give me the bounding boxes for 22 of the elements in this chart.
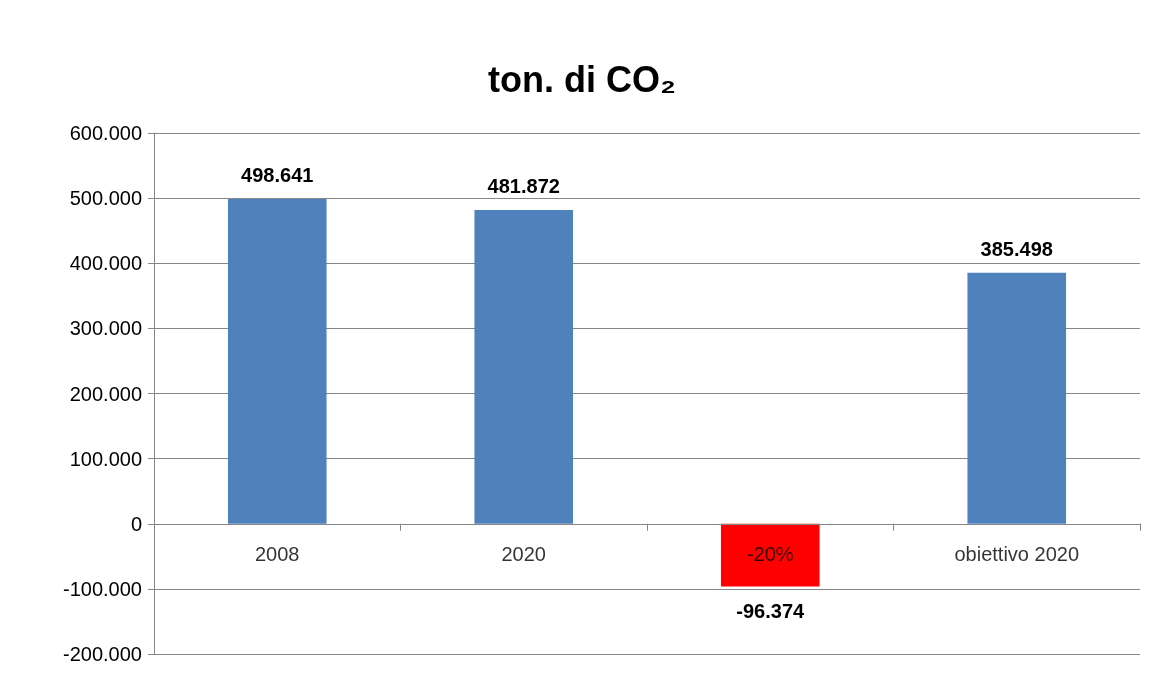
x-tick-label: -20% (746, 542, 794, 565)
y-tick-label: 100.000 (69, 447, 142, 470)
data-label: 385.498 (980, 237, 1053, 260)
y-tick-label: 200.000 (69, 382, 142, 405)
x-tick-label: obiettivo 2020 (954, 542, 1080, 565)
bar (720, 523, 820, 587)
x-tick-label: 2008 (255, 542, 300, 565)
chart-title: ton. di CO₂ (488, 58, 676, 100)
data-label: 481.872 (487, 174, 560, 197)
y-tick-label: 500.000 (69, 187, 142, 210)
bar (474, 209, 574, 524)
data-label: -96.374 (736, 599, 806, 622)
y-tick-label: 0 (130, 512, 142, 535)
data-label: 498.641 (241, 164, 314, 187)
y-tick-label: -200.000 (63, 643, 142, 665)
x-tick-label: 2020 (501, 542, 546, 565)
y-tick-label: 600.000 (69, 122, 142, 144)
y-tick-label: 400.000 (69, 252, 142, 275)
bar (227, 199, 327, 524)
y-tick-label: 300.000 (69, 317, 142, 340)
bar (967, 272, 1067, 524)
y-tick-label: -100.000 (63, 577, 142, 600)
